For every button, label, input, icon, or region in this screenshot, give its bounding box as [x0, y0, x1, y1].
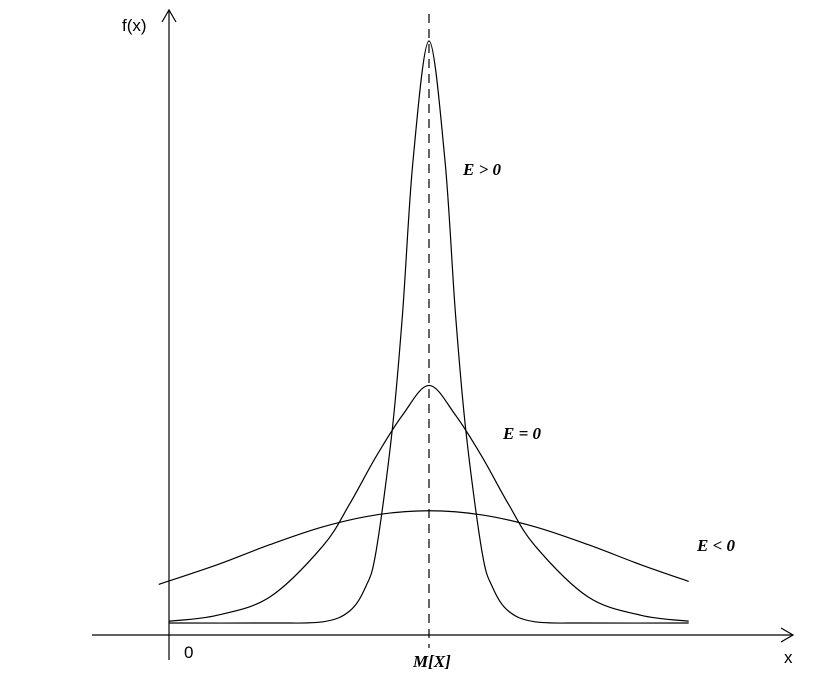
x-axis-arrow [780, 627, 795, 643]
curve-e-negative [158, 510, 689, 585]
y-axis-label: f(x) [122, 16, 147, 35]
y-axis-arrow [161, 8, 177, 23]
curves-group [158, 40, 689, 624]
mean-label: M[X] [412, 652, 451, 671]
origin-label: 0 [184, 643, 193, 662]
series-label-e-positive: E > 0 [462, 160, 502, 179]
x-axis-label: x [784, 648, 793, 667]
series-label-e-zero: E = 0 [502, 424, 542, 443]
curve-e-positive [169, 40, 689, 624]
series-label-e-negative: E < 0 [696, 536, 736, 555]
curve-e-zero [169, 384, 689, 622]
